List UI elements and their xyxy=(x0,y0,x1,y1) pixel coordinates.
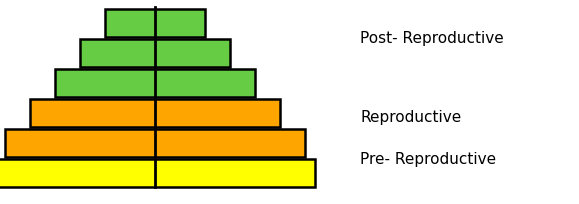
Text: Pre- Reproductive: Pre- Reproductive xyxy=(360,152,496,167)
Text: Post- Reproductive: Post- Reproductive xyxy=(360,30,504,45)
Bar xyxy=(55,70,255,98)
Bar xyxy=(30,100,280,127)
Text: Reproductive: Reproductive xyxy=(360,110,461,125)
Bar xyxy=(105,10,205,38)
Bar xyxy=(5,129,305,157)
Bar xyxy=(0,159,315,187)
Bar xyxy=(80,40,230,68)
